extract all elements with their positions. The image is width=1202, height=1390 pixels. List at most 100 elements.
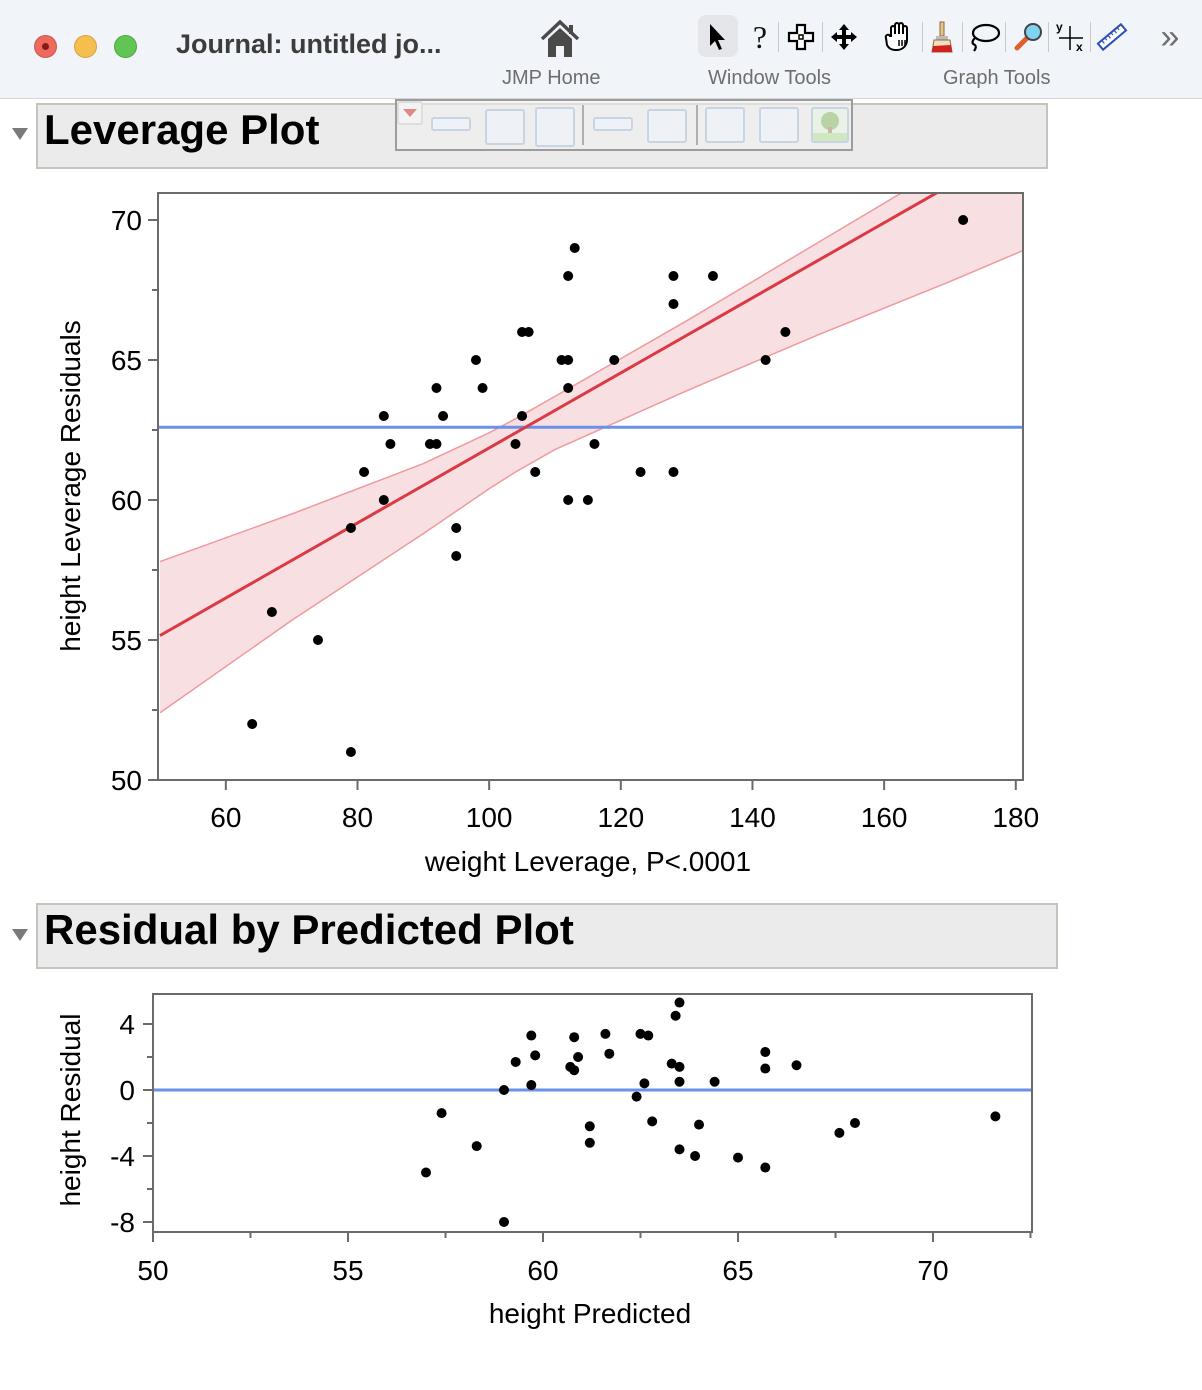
arrow-pointer-icon[interactable] xyxy=(700,18,736,56)
toolbar-separator xyxy=(696,105,698,145)
data-point xyxy=(666,1058,677,1069)
plot-area xyxy=(158,193,1023,757)
data-point xyxy=(760,355,771,365)
x-axis-label: weight Leverage, P<.0001 xyxy=(424,846,751,877)
list-box-icon[interactable] xyxy=(647,109,687,143)
x-tick-label: 55 xyxy=(332,1255,363,1286)
brush-icon[interactable] xyxy=(926,18,958,56)
data-point xyxy=(438,411,449,421)
data-point xyxy=(499,1085,509,1095)
button-box-icon[interactable] xyxy=(431,117,471,131)
selection-crosshair-icon[interactable] xyxy=(784,18,818,56)
y-tick-label: 0 xyxy=(119,1075,135,1106)
data-point xyxy=(639,1078,650,1089)
data-point xyxy=(471,1141,482,1152)
window-title: Journal: untitled jo... xyxy=(176,29,442,59)
data-point xyxy=(834,1127,845,1138)
data-point xyxy=(760,1063,771,1074)
layout-toolbar xyxy=(395,99,853,151)
data-point xyxy=(674,997,685,1008)
outline-box-icon[interactable] xyxy=(705,107,745,143)
panel-box-icon[interactable] xyxy=(485,109,525,145)
close-window-button[interactable] xyxy=(34,35,57,58)
leverage-plot-header[interactable]: Leverage Plot xyxy=(36,103,1048,169)
text-box-icon[interactable] xyxy=(759,107,799,143)
data-point xyxy=(668,271,679,281)
jmp-home-button[interactable]: JMP Home xyxy=(500,10,618,94)
section-title: Leverage Plot xyxy=(44,106,320,153)
data-point xyxy=(850,1118,860,1128)
y-tick-label: -8 xyxy=(110,1207,135,1238)
chevron-double-right-icon[interactable]: » xyxy=(1160,17,1180,56)
x-tick-label: 100 xyxy=(466,802,513,833)
toolbar-separator xyxy=(1090,22,1091,52)
data-point xyxy=(345,523,356,533)
move-arrows-icon[interactable] xyxy=(827,18,861,56)
tab-box-icon[interactable] xyxy=(535,107,575,147)
x-tick-label: 160 xyxy=(861,802,908,833)
window-tools-label: Window Tools xyxy=(708,67,832,89)
data-point xyxy=(563,495,574,505)
data-point xyxy=(647,1116,658,1127)
data-point xyxy=(690,1151,701,1161)
layout-dropdown-icon[interactable] xyxy=(397,101,423,125)
residual-plot-header[interactable]: Residual by Predicted Plot xyxy=(36,903,1058,969)
residual-by-predicted-chart: 4 0 -4 -850 55 60 65 70 height Predicted height R… xyxy=(55,993,1033,1329)
grabber-hand-icon[interactable] xyxy=(880,18,920,56)
data-point xyxy=(609,355,620,365)
data-point xyxy=(635,467,646,477)
y-tick-label: 55 xyxy=(111,625,142,656)
data-point xyxy=(499,1217,509,1227)
picture-box-icon[interactable] xyxy=(811,107,849,143)
data-point xyxy=(510,439,521,449)
toolbar-separator xyxy=(1005,22,1006,52)
data-point xyxy=(958,215,969,225)
plot-frame xyxy=(152,993,1033,1233)
help-question-icon[interactable]: ? xyxy=(752,18,768,55)
text-edit-box-icon[interactable] xyxy=(593,117,633,131)
x-tick-label: 80 xyxy=(342,802,373,833)
data-point xyxy=(760,1047,771,1058)
data-point xyxy=(674,1076,685,1087)
data-point xyxy=(517,411,528,421)
data-point xyxy=(378,495,389,505)
data-point xyxy=(421,1167,431,1178)
data-point xyxy=(569,243,580,253)
data-point xyxy=(451,523,462,533)
data-point xyxy=(674,1144,685,1155)
data-point xyxy=(530,1050,541,1061)
data-point xyxy=(709,1076,720,1087)
x-tick-label: 50 xyxy=(137,1255,168,1286)
minimize-window-button[interactable] xyxy=(74,35,97,58)
data-point xyxy=(345,747,356,757)
disclosure-triangle-residual[interactable] xyxy=(12,929,28,941)
toolbar-separator xyxy=(922,22,923,52)
y-tick-label: -4 xyxy=(110,1141,135,1172)
disclosure-triangle-leverage[interactable] xyxy=(12,128,28,140)
data-point xyxy=(584,1121,595,1132)
y-tick-label: 50 xyxy=(111,765,142,796)
data-point xyxy=(573,1052,584,1062)
data-point xyxy=(530,467,541,477)
crosshairs-icon[interactable]: y x xyxy=(1052,18,1088,56)
magnifier-icon[interactable] xyxy=(1010,18,1046,56)
ruler-icon[interactable] xyxy=(1094,18,1130,56)
data-point xyxy=(436,1108,447,1119)
data-point xyxy=(589,439,600,449)
data-point xyxy=(523,327,534,337)
y-axis-label: height Residual xyxy=(55,1013,86,1206)
crosshair-y-label: y xyxy=(1056,20,1063,34)
x-tick-label: 60 xyxy=(527,1255,558,1286)
confidence-upper-curve xyxy=(159,193,903,563)
x-tick-label: 60 xyxy=(210,802,241,833)
data-point xyxy=(668,467,679,477)
lasso-icon[interactable] xyxy=(966,18,1002,56)
data-point xyxy=(643,1030,654,1041)
confidence-band xyxy=(160,193,1023,713)
data-point xyxy=(569,1065,580,1076)
y-tick-label: 4 xyxy=(119,1009,135,1040)
maximize-window-button[interactable] xyxy=(114,35,137,58)
x-axis-label: height Predicted xyxy=(489,1298,691,1329)
data-point xyxy=(431,439,442,449)
data-point xyxy=(247,719,258,729)
